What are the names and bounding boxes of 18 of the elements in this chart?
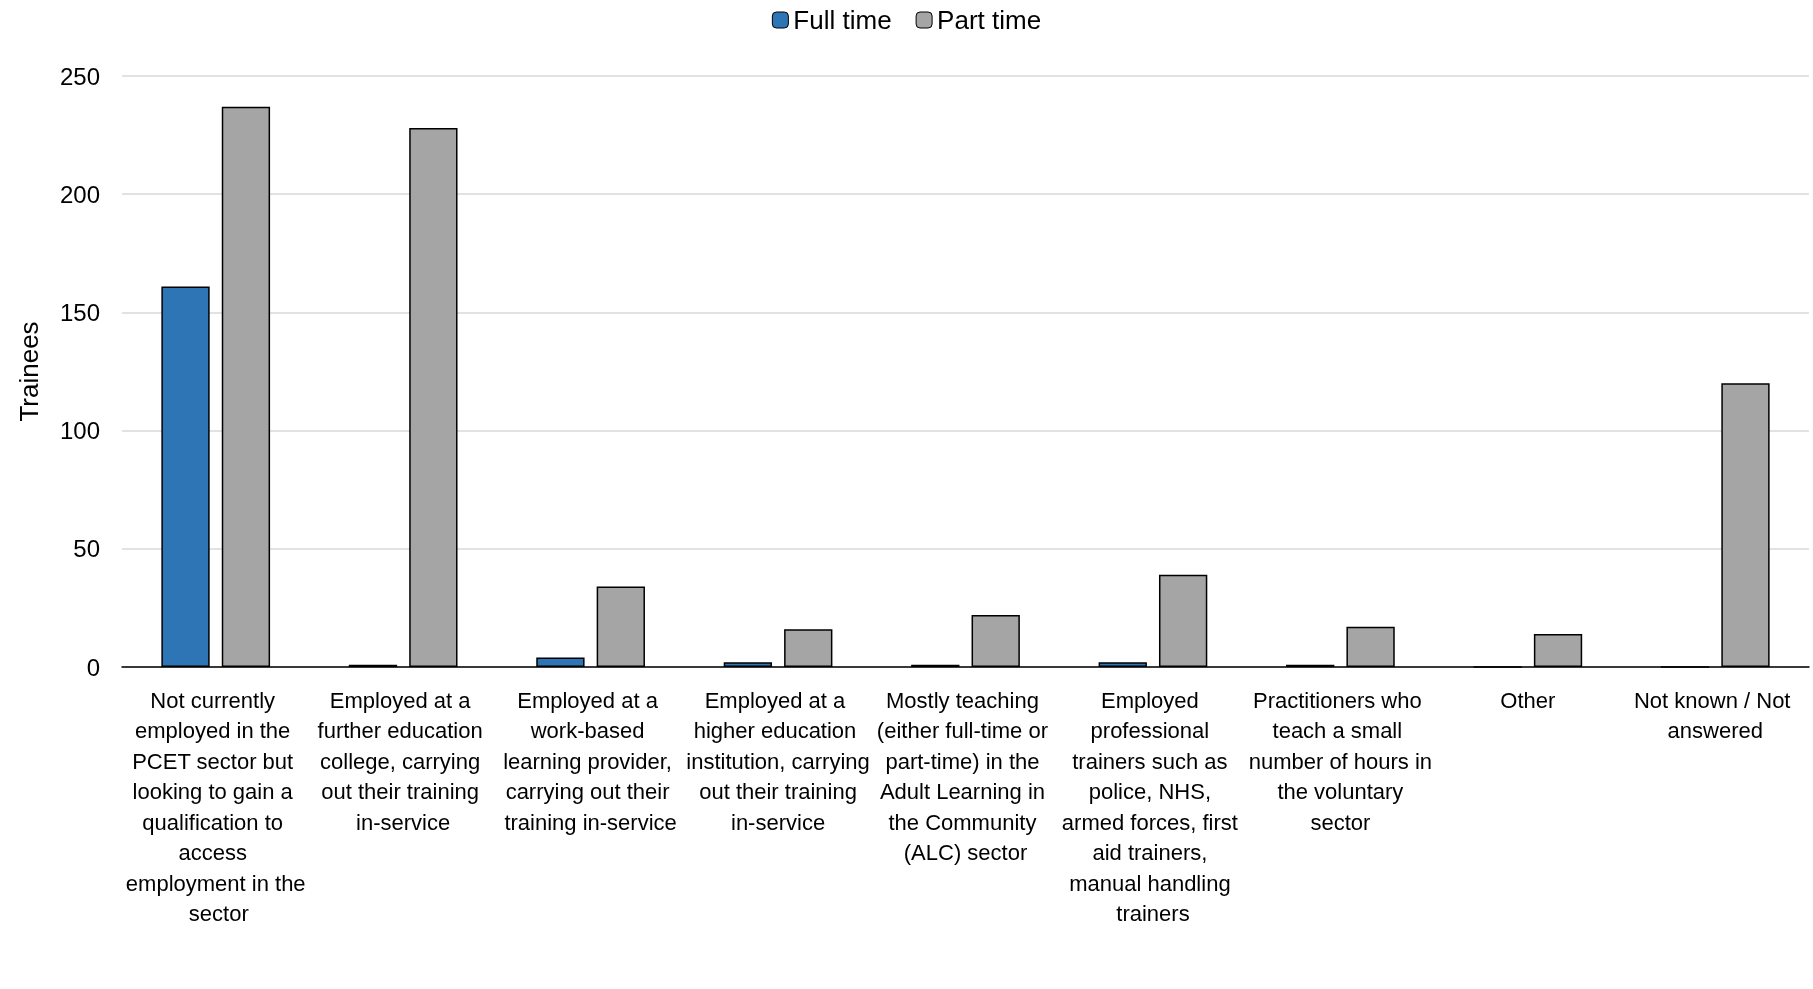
y-tick-label: 100: [59, 417, 100, 445]
x-tick-label: Not known / Not answered: [1633, 687, 1797, 744]
x-tick-label: Not currently employed in the PCET sector but looking to gain a qualification to access employment in the sector: [125, 687, 306, 927]
x-tick-label: Employed at a further education college, carrying out their training in-service: [317, 687, 489, 835]
y-tick-label: 250: [59, 62, 100, 90]
x-tick-label: Employed at a work-based learning provider, carrying out their training in-service: [503, 687, 679, 835]
legend-label: Full time: [793, 5, 892, 35]
x-tick-label: Mostly teaching (either full-time or part-time) in the Adult Learning in the Community (ALC) sector: [876, 687, 1055, 866]
y-tick-label: 0: [86, 653, 100, 681]
x-tick-label: Practitioners who teach a small number of hours in the voluntary sector: [1248, 687, 1433, 835]
y-tick-label: 50: [73, 535, 100, 563]
y-tick-label: 150: [59, 298, 100, 326]
x-tick-label: Other: [1500, 687, 1556, 713]
x-tick-label: Employed professional trainers such as police, NHS, armed forces, first aid trainers, manual handling trainers: [1061, 687, 1245, 927]
y-axis-title: Trainees: [14, 321, 44, 422]
x-tick-label: Employed at a higher education institution, carrying out their training in-service: [686, 687, 870, 835]
legend-label: Part time: [937, 5, 1042, 35]
y-tick-label: 200: [59, 180, 100, 208]
